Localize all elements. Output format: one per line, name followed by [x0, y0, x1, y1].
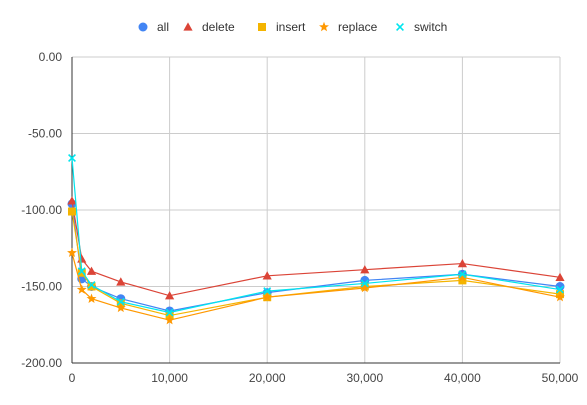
data-point-switch: [556, 285, 564, 294]
y-axis-tick-labels: 0.00 -50.00 -100.00 -150.00 -200.00: [21, 50, 62, 370]
data-point-replace: [359, 282, 370, 293]
legend-item-replace[interactable]: replace: [319, 20, 378, 34]
data-point-delete: [67, 196, 77, 205]
data-point-insert: [68, 207, 76, 216]
data-point-replace: [86, 293, 97, 303]
data-point-insert: [458, 276, 467, 285]
legend-marker-triangle: [183, 22, 193, 31]
series-switch: [68, 154, 564, 317]
series-layer: [67, 154, 565, 325]
data-point-insert: [77, 268, 86, 277]
y-tick-label: -50.00: [28, 127, 62, 141]
data-point-replace: [67, 247, 77, 258]
data-point-switch: [458, 270, 467, 279]
data-point-replace: [76, 284, 87, 294]
data-point-delete: [262, 271, 272, 280]
legend-item-all[interactable]: all: [138, 20, 170, 34]
legend[interactable]: all delete insert replace switch: [138, 20, 448, 34]
data-point-switch: [68, 154, 76, 162]
data-point-delete: [555, 272, 565, 281]
data-point-delete: [360, 265, 370, 274]
data-point-replace: [555, 292, 565, 302]
legend-label: insert: [276, 20, 306, 34]
x-axis-tick-labels: 0 10,000 20,000 30,000 40,000 50,000: [69, 371, 579, 385]
y-tick-label: 0.00: [39, 50, 63, 64]
grid-lines: [72, 56, 561, 364]
data-point-delete: [457, 258, 467, 268]
x-tick-label: 40,000: [444, 371, 481, 385]
series-line-all: [71, 203, 561, 312]
x-tick-label: 20,000: [249, 371, 286, 385]
series-line-insert: [71, 211, 561, 317]
data-point-delete: [165, 291, 175, 300]
y-tick-label: -200.00: [21, 356, 62, 370]
x-tick-label: 50,000: [542, 371, 579, 385]
series-replace: [67, 247, 565, 325]
x-tick-label: 0: [69, 371, 76, 385]
x-tick-label: 10,000: [151, 371, 188, 385]
y-tick-label: -100.00: [21, 203, 62, 217]
data-point-switch: [87, 281, 96, 289]
legend-item-switch[interactable]: switch: [396, 20, 448, 34]
data-point-switch: [165, 308, 174, 317]
legend-item-delete[interactable]: delete: [183, 20, 235, 34]
data-point-replace: [115, 302, 126, 313]
legend-marker-circle: [138, 22, 148, 32]
series-all: [67, 199, 565, 316]
legend-label: all: [157, 20, 169, 34]
x-tick-label: 30,000: [346, 371, 383, 385]
legend-marker-x: [396, 23, 404, 31]
legend-item-insert[interactable]: insert: [258, 20, 306, 34]
series-line-delete: [71, 200, 561, 297]
data-point-replace: [164, 314, 175, 325]
y-tick-label: -150.00: [21, 280, 62, 294]
legend-label: switch: [414, 20, 447, 34]
data-point-delete: [86, 266, 97, 275]
legend-label: replace: [338, 20, 378, 34]
data-point-switch: [263, 287, 272, 296]
data-point-insert: [87, 282, 96, 291]
legend-label: delete: [202, 20, 235, 34]
data-point-switch: [116, 297, 125, 306]
legend-marker-star: [319, 21, 329, 32]
data-point-switch: [77, 267, 86, 276]
series-insert: [68, 207, 564, 320]
data-point-replace: [262, 292, 273, 302]
data-point-switch: [360, 279, 369, 288]
data-point-delete: [116, 277, 126, 286]
data-point-replace: [457, 272, 468, 282]
legend-marker-square: [258, 23, 266, 31]
